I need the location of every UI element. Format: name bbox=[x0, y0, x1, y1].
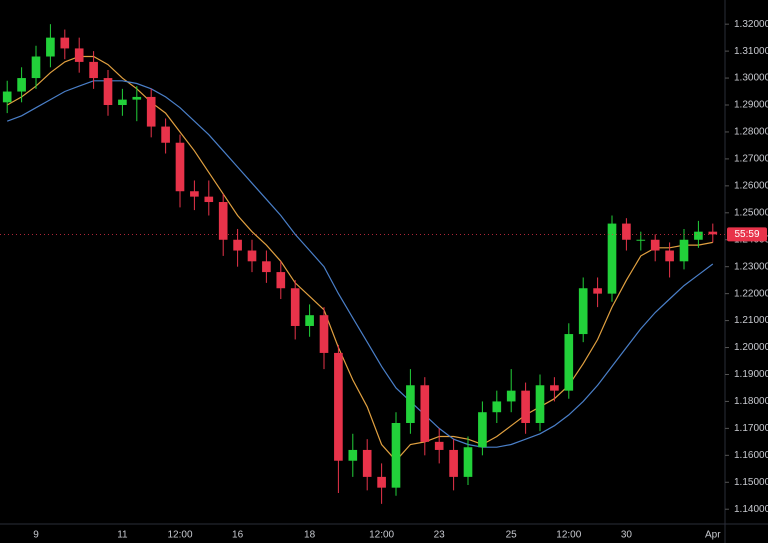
x-tick-label: 25 bbox=[506, 530, 518, 541]
y-tick-label: 1.28000 bbox=[734, 127, 768, 138]
candle-body bbox=[607, 223, 617, 294]
moving-average bbox=[6, 55, 713, 462]
candle-body bbox=[146, 96, 156, 127]
candle-body bbox=[362, 449, 372, 477]
candle-body bbox=[305, 315, 314, 326]
y-tick-label: 1.18000 bbox=[734, 396, 768, 407]
candle-body bbox=[218, 202, 228, 240]
y-tick-label: 1.15000 bbox=[734, 477, 768, 488]
y-tick-label: 1.16000 bbox=[734, 450, 768, 461]
price-badge bbox=[727, 227, 767, 242]
candle-body bbox=[492, 401, 502, 413]
candle-body bbox=[190, 191, 199, 197]
y-tick-label: 1.29000 bbox=[734, 100, 768, 111]
x-tick-label: 9 bbox=[33, 530, 39, 541]
y-tick-label: 1.27000 bbox=[734, 154, 768, 165]
x-tick-label: 12:00 bbox=[369, 530, 394, 541]
candle-body bbox=[290, 288, 300, 326]
y-tick-label: 1.17000 bbox=[734, 423, 768, 434]
candle-body bbox=[276, 272, 286, 289]
candle-body bbox=[665, 250, 674, 262]
candle-body bbox=[377, 476, 386, 488]
candle-body bbox=[535, 385, 545, 423]
x-tick-label: 23 bbox=[434, 530, 446, 541]
candle-body bbox=[679, 239, 689, 262]
candle-body bbox=[2, 91, 12, 103]
candle-body bbox=[593, 288, 602, 294]
candle-body bbox=[175, 142, 185, 192]
candle-body bbox=[74, 48, 84, 62]
y-tick-label: 1.19000 bbox=[734, 369, 768, 380]
candle-body bbox=[564, 334, 574, 391]
candle-body bbox=[449, 449, 458, 477]
candle-body bbox=[31, 56, 41, 79]
y-tick-label: 1.20000 bbox=[734, 342, 768, 353]
y-tick-label: 1.32000 bbox=[734, 19, 768, 30]
candle-body bbox=[391, 422, 401, 488]
candle-body bbox=[521, 390, 530, 423]
y-tick-label: 1.14000 bbox=[734, 504, 768, 515]
countdown: 55:59 bbox=[734, 229, 759, 240]
candle-body bbox=[60, 37, 70, 49]
y-tick-label: 1.22000 bbox=[734, 288, 768, 299]
x-tick-label: 16 bbox=[232, 530, 244, 541]
y-tick-label: 1.30000 bbox=[734, 73, 768, 84]
candle-body bbox=[650, 239, 660, 251]
candle-body bbox=[17, 78, 26, 92]
x-tick-label: 30 bbox=[621, 530, 633, 541]
candle-body bbox=[506, 390, 516, 402]
y-tick-label: 1.21000 bbox=[734, 315, 768, 326]
candle-body bbox=[694, 231, 703, 240]
candle-body bbox=[578, 288, 588, 335]
candle-body bbox=[622, 223, 631, 240]
candle-body bbox=[406, 385, 415, 423]
candle-body bbox=[204, 196, 214, 203]
candle-body bbox=[247, 250, 257, 262]
x-tick-label: 18 bbox=[304, 530, 316, 541]
candle-body bbox=[46, 37, 55, 57]
candle-body bbox=[334, 352, 343, 461]
candle-body bbox=[420, 385, 430, 442]
y-tick-label: 1.23000 bbox=[734, 261, 768, 272]
x-tick-label: Apr bbox=[705, 530, 721, 541]
x-tick-label: 11 bbox=[117, 530, 128, 541]
candle-body bbox=[132, 96, 142, 100]
x-tick-label: 12:00 bbox=[167, 530, 192, 541]
candle-body bbox=[636, 239, 646, 241]
y-tick-label: 1.31000 bbox=[734, 46, 768, 57]
y-tick-label: 1.25000 bbox=[734, 207, 768, 218]
candle-body bbox=[262, 261, 271, 273]
candle-body bbox=[434, 441, 444, 450]
candle-body bbox=[161, 126, 170, 143]
candle-body bbox=[550, 385, 559, 391]
y-tick-label: 1.26000 bbox=[734, 180, 768, 191]
moving-average bbox=[6, 80, 714, 448]
candle-body bbox=[89, 61, 98, 79]
candle-body bbox=[118, 99, 127, 106]
candle-body bbox=[348, 449, 358, 461]
candle-body bbox=[463, 447, 473, 477]
candle-body bbox=[103, 78, 113, 106]
x-tick-label: 12:00 bbox=[556, 530, 581, 541]
candle-body bbox=[478, 412, 487, 448]
candle-body bbox=[319, 315, 329, 353]
candle-body bbox=[708, 231, 718, 235]
candle-body bbox=[233, 239, 242, 251]
